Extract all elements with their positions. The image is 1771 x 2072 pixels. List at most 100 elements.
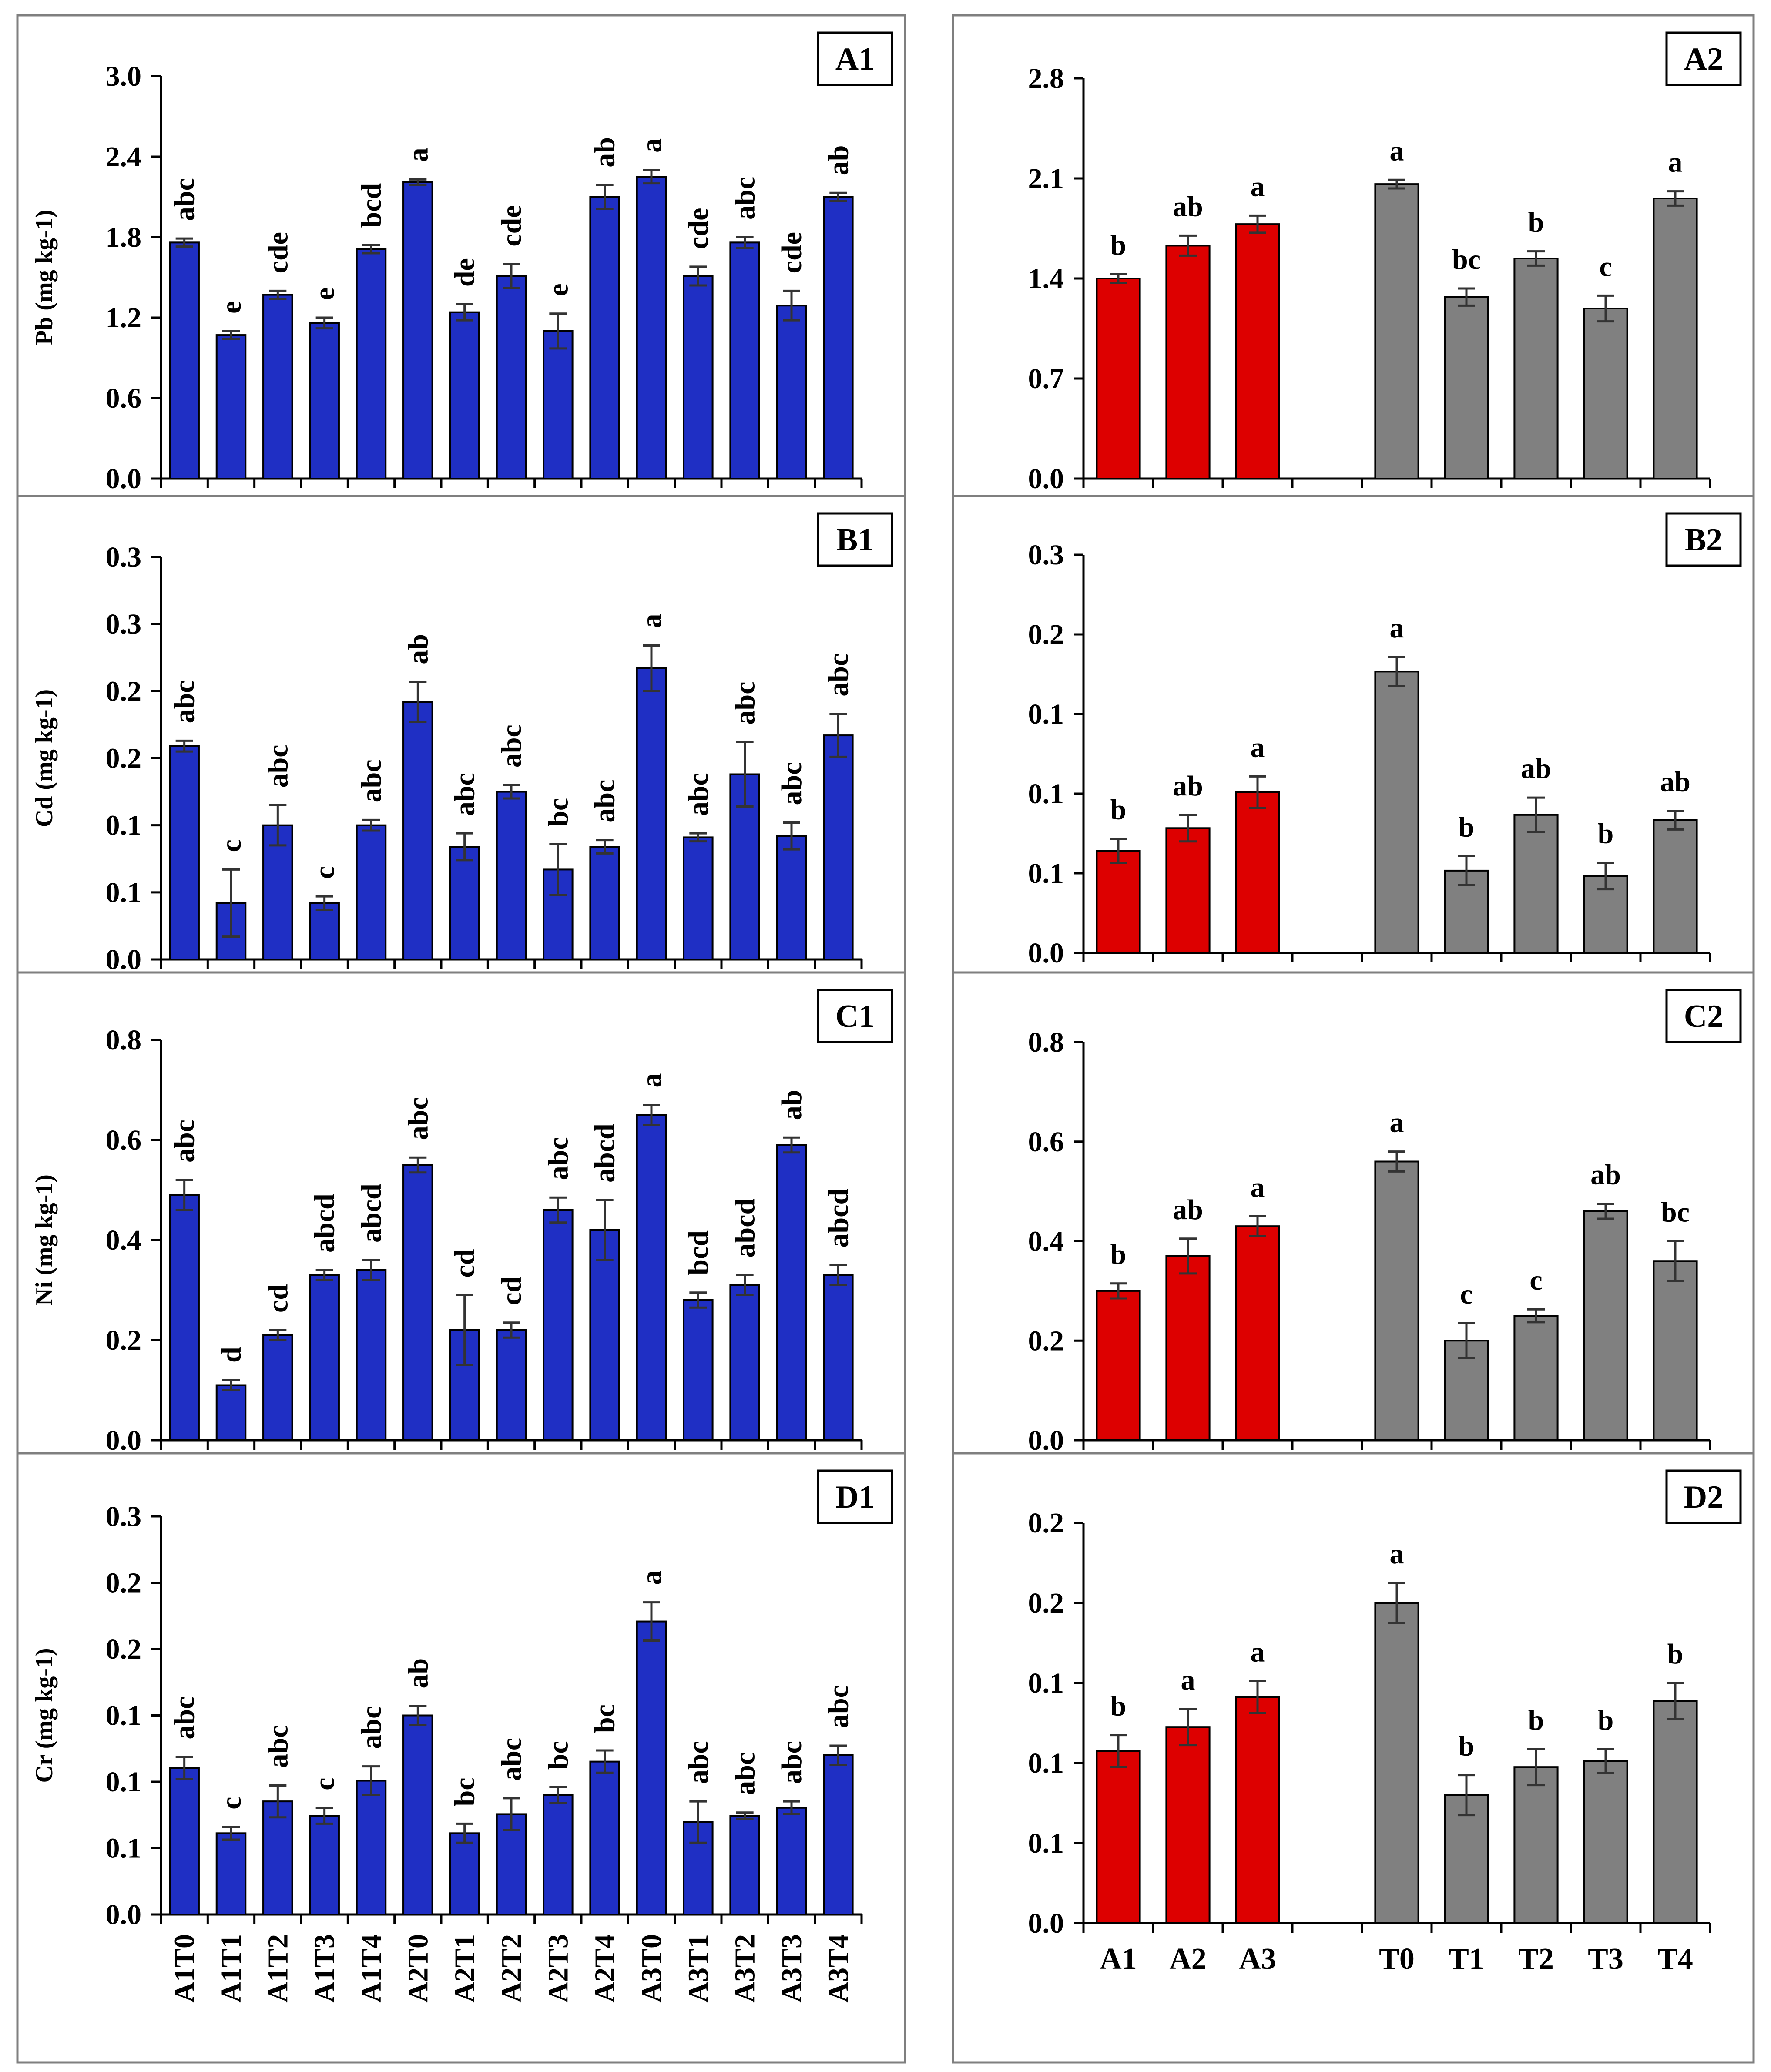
significance-letter: ab bbox=[1660, 766, 1690, 798]
error-bar bbox=[1597, 1203, 1614, 1220]
bar bbox=[1444, 1794, 1489, 1924]
bar bbox=[215, 1832, 247, 1915]
y-tick-label: 0.1 bbox=[1028, 778, 1064, 810]
error-bar bbox=[736, 741, 754, 808]
significance-letter: abc bbox=[169, 178, 201, 221]
error-bar bbox=[1110, 1734, 1127, 1768]
x-tick-label: A2T3 bbox=[542, 1934, 574, 2003]
bar bbox=[262, 1334, 293, 1441]
significance-letter: abc bbox=[776, 762, 808, 805]
significance-letter: c bbox=[1460, 1278, 1472, 1310]
significance-letter: abc bbox=[169, 680, 201, 723]
error-bar bbox=[315, 1269, 333, 1281]
bar bbox=[402, 701, 433, 960]
error-bar bbox=[1527, 796, 1545, 833]
bar bbox=[636, 667, 667, 960]
error-bar bbox=[1597, 862, 1614, 891]
bar bbox=[449, 846, 480, 960]
bar bbox=[1513, 1315, 1559, 1441]
bar bbox=[543, 1794, 574, 1915]
significance-letter: c bbox=[215, 839, 247, 852]
bar bbox=[309, 1815, 340, 1916]
bar bbox=[1513, 814, 1559, 954]
bar bbox=[1653, 1260, 1698, 1441]
bar bbox=[683, 275, 714, 480]
bar bbox=[776, 1807, 807, 1915]
error-bar bbox=[1179, 1708, 1197, 1747]
significance-letter: b bbox=[1598, 818, 1614, 850]
y-tick-label: 0.2 bbox=[1028, 1507, 1064, 1539]
bar bbox=[356, 824, 387, 960]
error-bar bbox=[643, 644, 660, 692]
error-bar bbox=[643, 1601, 660, 1642]
y-tick-label: 0.2 bbox=[106, 1633, 142, 1665]
y-tick-label: 1.8 bbox=[106, 221, 142, 253]
error-bar bbox=[1388, 1150, 1405, 1173]
bar bbox=[1374, 1602, 1419, 1924]
significance-letter: ab bbox=[589, 137, 621, 168]
significance-letter: a bbox=[1251, 1636, 1265, 1668]
y-tick-label: 0.1 bbox=[106, 877, 142, 909]
bar bbox=[169, 241, 200, 479]
y-tick-label: 0.1 bbox=[106, 1766, 142, 1798]
y-tick-label: 0.1 bbox=[1028, 698, 1064, 730]
error-bar bbox=[1179, 1237, 1197, 1275]
y-tick-label: 0.2 bbox=[1028, 1587, 1064, 1619]
bar bbox=[636, 176, 667, 479]
panel-label: A1 bbox=[835, 41, 875, 77]
significance-letter: bcd bbox=[682, 1230, 714, 1275]
significance-letter: abc bbox=[729, 177, 761, 220]
significance-letter: cde bbox=[496, 205, 527, 246]
panel-frame bbox=[952, 14, 1755, 497]
error-bar bbox=[1249, 775, 1266, 810]
y-tick-label: 0.3 bbox=[106, 541, 142, 573]
significance-letter: a bbox=[636, 1571, 667, 1585]
panel-d1: 0.00.10.10.10.20.20.3Cr (mg kg-1)D1abcA1… bbox=[16, 1452, 906, 2064]
significance-letter: c bbox=[309, 866, 341, 879]
error-bar bbox=[1110, 273, 1127, 284]
significance-letter: a bbox=[1181, 1664, 1195, 1696]
significance-letter: bcd bbox=[356, 183, 387, 228]
panel-b1: 0.00.10.10.20.20.30.3Cd (mg kg-1)B1abcca… bbox=[16, 495, 906, 976]
y-axis-title: Pb (mg kg-1) bbox=[31, 210, 58, 345]
bar bbox=[356, 248, 387, 479]
error-bar bbox=[689, 265, 707, 287]
error-bar bbox=[1388, 656, 1405, 687]
bar bbox=[356, 1780, 387, 1916]
significance-letter: e bbox=[542, 283, 574, 296]
panel-label: B2 bbox=[1685, 522, 1722, 558]
y-tick-label: 0.0 bbox=[106, 1899, 142, 1931]
bar bbox=[1165, 245, 1211, 479]
significance-letter: abcd bbox=[589, 1123, 621, 1183]
x-tick-label: A3T3 bbox=[776, 1934, 808, 2003]
bar bbox=[215, 334, 247, 479]
significance-letter: b bbox=[1598, 1704, 1614, 1736]
bar bbox=[496, 791, 527, 961]
bar bbox=[1235, 223, 1280, 479]
error-bar bbox=[596, 1199, 614, 1261]
significance-letter: a bbox=[636, 138, 667, 153]
error-bar bbox=[596, 839, 614, 855]
significance-letter: abc bbox=[682, 1741, 714, 1784]
error-bar bbox=[1667, 1682, 1684, 1720]
bar bbox=[1583, 308, 1628, 479]
error-bar bbox=[1597, 294, 1614, 323]
error-bar bbox=[269, 1784, 287, 1819]
significance-letter: abc bbox=[262, 744, 294, 788]
significance-letter: b bbox=[1110, 1239, 1127, 1271]
bar bbox=[309, 1274, 340, 1441]
error-bar bbox=[1667, 1240, 1684, 1282]
significance-letter: b bbox=[1459, 811, 1475, 843]
panel-frame bbox=[16, 1452, 906, 2064]
error-bar bbox=[596, 1749, 614, 1774]
bar bbox=[776, 835, 807, 961]
x-tick-label: T2 bbox=[1518, 1942, 1554, 1976]
error-bar bbox=[689, 1800, 707, 1844]
significance-letter: abc bbox=[822, 654, 854, 697]
y-tick-label: 2.8 bbox=[1028, 63, 1064, 94]
y-tick-label: 0.4 bbox=[1028, 1226, 1064, 1257]
significance-letter: bc bbox=[449, 1777, 481, 1806]
error-bar bbox=[222, 868, 240, 938]
error-bar bbox=[456, 1294, 473, 1366]
